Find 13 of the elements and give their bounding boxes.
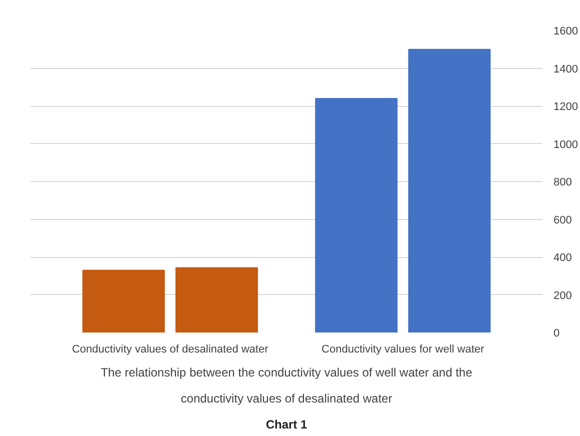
x-tick-label: Conductivity values of desalinated water	[72, 344, 269, 356]
y-tick-label: 1000	[554, 138, 578, 151]
y-tick-label: 1600	[554, 26, 578, 38]
caption: Chart 1	[266, 418, 308, 432]
x-tick-label: Conductivity values for well water	[322, 344, 485, 356]
y-tick-label: 400	[554, 252, 572, 264]
y-tick-label: 1200	[554, 101, 578, 113]
y-tick-label: 1400	[554, 63, 578, 76]
y-tick-label: 600	[554, 214, 572, 226]
text: The relationship between the conductivity values of well water and the conductivity values of desalinated water	[100, 366, 473, 406]
y-tick-label: 800	[554, 176, 572, 188]
y-tick-label: 0	[554, 328, 560, 340]
y-tick-label: 200	[554, 290, 572, 302]
